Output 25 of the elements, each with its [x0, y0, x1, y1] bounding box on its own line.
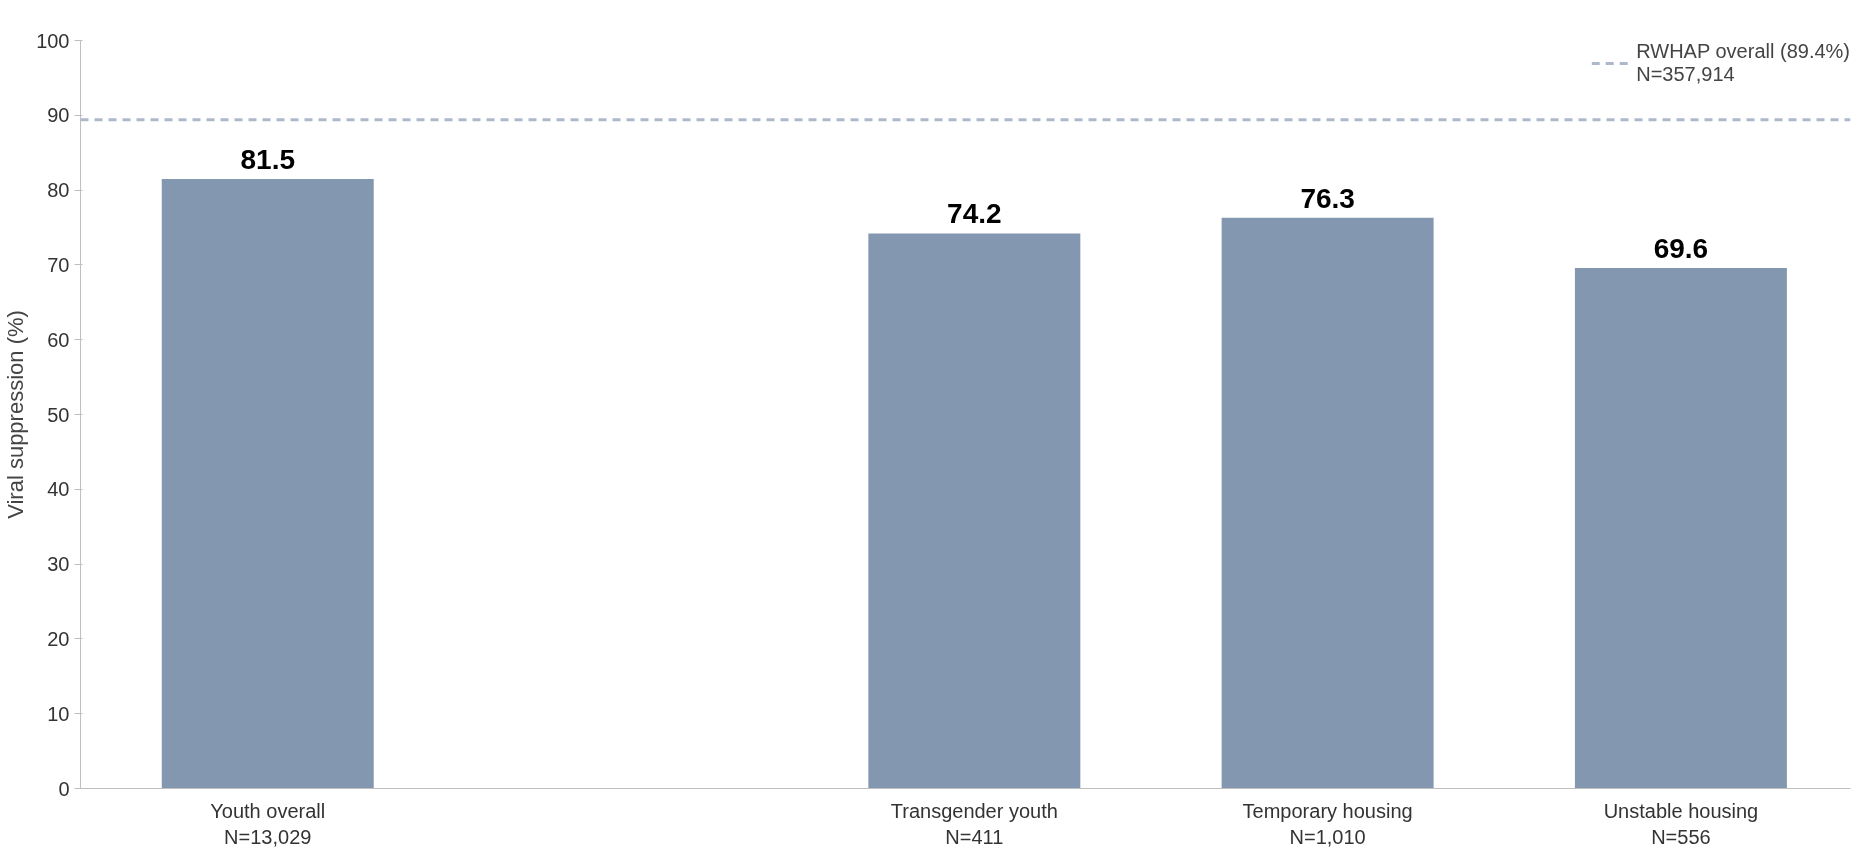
x-tick-label: Unstable housing N=556 — [1603, 799, 1759, 848]
y-tick-label: 90 — [47, 104, 70, 127]
y-tick-label: 80 — [47, 179, 70, 202]
bar — [868, 233, 1081, 789]
data-label: 74.2 — [947, 198, 1002, 230]
bar — [161, 178, 374, 789]
y-tick-label: 0 — [58, 777, 70, 800]
data-label: 69.6 — [1653, 232, 1709, 264]
x-tick-label: Youth overall N=13,029 — [210, 799, 326, 848]
y-tick-label: 60 — [47, 328, 70, 351]
y-tick-label: 100 — [36, 29, 70, 52]
bar — [1221, 217, 1434, 789]
y-tick-label: 10 — [47, 702, 70, 725]
data-label: 81.5 — [240, 143, 295, 175]
y-tick-label: 20 — [47, 627, 70, 650]
x-tick-label: Transgender youth N=411 — [890, 799, 1058, 848]
y-tick-label: 70 — [47, 253, 70, 276]
bar — [1574, 267, 1787, 789]
data-label: 76.3 — [1300, 182, 1355, 214]
y-tick-label: 50 — [47, 403, 70, 426]
y-axis-title: Viral suppression (%) — [3, 310, 29, 519]
x-tick-label: Temporary housing N=1,010 — [1242, 799, 1413, 848]
y-tick-label: 40 — [47, 478, 70, 501]
legend-label: RWHAP overall (89.4%) N=357,914 — [1636, 40, 1850, 86]
y-tick-label: 30 — [47, 553, 70, 576]
